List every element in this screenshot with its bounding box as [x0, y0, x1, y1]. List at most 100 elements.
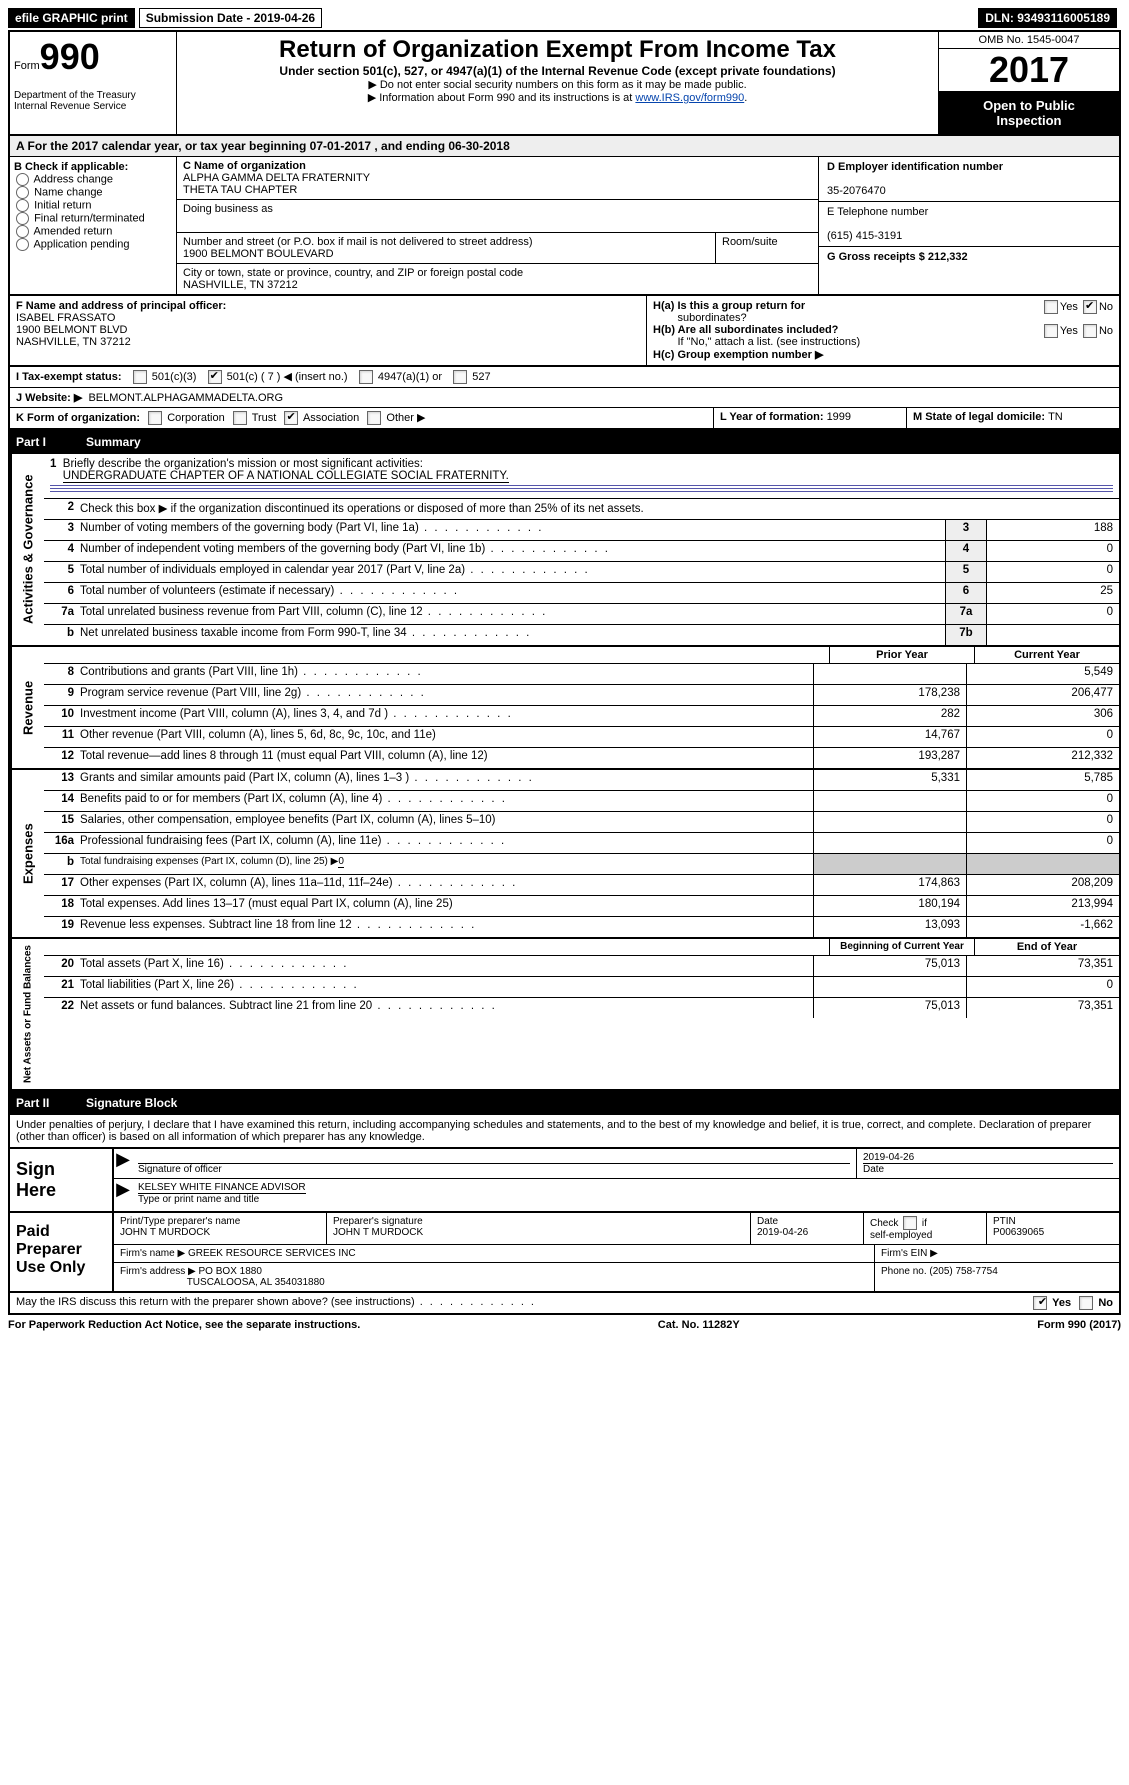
l9-curr: 206,477 — [966, 685, 1119, 705]
na-vlabel: Net Assets or Fund Balances — [10, 939, 44, 1089]
form-subtitle: Under section 501(c), 527, or 4947(a)(1)… — [185, 64, 930, 78]
l16b-curr — [966, 854, 1119, 874]
net-assets-section: Net Assets or Fund Balances Beginning of… — [8, 939, 1121, 1091]
ha-yes-checkbox[interactable] — [1044, 300, 1058, 314]
l15-curr: 0 — [966, 812, 1119, 832]
i-527-checkbox[interactable] — [453, 370, 467, 384]
l12-prior: 193,287 — [813, 748, 966, 768]
preparer-sig: JOHN T MURDOCK — [333, 1227, 423, 1238]
begin-year-header: Beginning of Current Year — [829, 939, 974, 955]
tax-year: 2017 — [939, 49, 1119, 92]
dept-treasury: Department of the Treasury — [14, 90, 172, 101]
self-employed-checkbox[interactable] — [903, 1216, 917, 1230]
k-other-checkbox[interactable] — [367, 411, 381, 425]
irs: Internal Revenue Service — [14, 101, 172, 112]
firm-addr1: PO BOX 1880 — [199, 1266, 262, 1277]
form-header: Form990 Department of the Treasury Inter… — [8, 32, 1121, 136]
i-501c3-checkbox[interactable] — [133, 370, 147, 384]
mission-text: UNDERGRADUATE CHAPTER OF A NATIONAL COLL… — [63, 470, 509, 483]
activities-governance: Activities & Governance 1 Briefly descri… — [8, 454, 1121, 647]
hb-no-checkbox[interactable] — [1083, 324, 1097, 338]
firm-addr2: TUSCALOOSA, AL 354031880 — [187, 1277, 325, 1288]
l15-prior — [813, 812, 966, 832]
dln: DLN: 93493116005189 — [978, 8, 1117, 28]
l1-desc: Briefly describe the organization's miss… — [63, 458, 423, 470]
section-f: F Name and address of principal officer:… — [10, 296, 647, 365]
line-i: I Tax-exempt status: 501(c)(3) 501(c) ( … — [8, 367, 1121, 388]
l11-curr: 0 — [966, 727, 1119, 747]
l9-prior: 178,238 — [813, 685, 966, 705]
sign-here-label: SignHere — [10, 1149, 114, 1211]
current-year-header: Current Year — [974, 647, 1119, 663]
l21-begin — [813, 977, 966, 997]
addr-label: Number and street (or P.O. box if mail i… — [183, 236, 533, 248]
end-year-header: End of Year — [974, 939, 1119, 955]
ein-label: D Employer identification number — [827, 161, 1003, 173]
officer-print-name: KELSEY WHITE FINANCE ADVISOR — [138, 1182, 306, 1194]
hb-yes-checkbox[interactable] — [1044, 324, 1058, 338]
print-name-label: Type or print name and title — [138, 1194, 259, 1205]
efile-tag: efile GRAPHIC print — [8, 8, 135, 28]
sign-date: 2019-04-26 — [863, 1152, 914, 1163]
name-change-radio[interactable] — [16, 186, 29, 199]
firm-name: GREEK RESOURCE SERVICES INC — [188, 1248, 356, 1259]
expenses-section: Expenses 13Grants and similar amounts pa… — [8, 770, 1121, 939]
l19-curr: -1,662 — [966, 917, 1119, 937]
l10-prior: 282 — [813, 706, 966, 726]
l16a-prior — [813, 833, 966, 853]
org-name-2: THETA TAU CHAPTER — [183, 184, 297, 196]
officer-addr2: NASHVILLE, TN 37212 — [16, 336, 131, 348]
sig-officer-label: Signature of officer — [138, 1163, 850, 1175]
l5-val: 0 — [987, 562, 1119, 582]
ha-no-checkbox[interactable] — [1083, 300, 1097, 314]
topbar: efile GRAPHIC print Submission Date - 20… — [8, 8, 1121, 32]
l7b-val — [987, 625, 1119, 645]
l19-prior: 13,093 — [813, 917, 966, 937]
initial-return-radio[interactable] — [16, 199, 29, 212]
street-address: 1900 BELMONT BOULEVARD — [183, 248, 334, 260]
officer-h-block: F Name and address of principal officer:… — [8, 296, 1121, 367]
k-assoc-checkbox[interactable] — [284, 411, 298, 425]
l17-prior: 174,863 — [813, 875, 966, 895]
preparer-name: JOHN T MURDOCK — [120, 1227, 210, 1238]
l3-val: 188 — [987, 520, 1119, 540]
addr-change-radio[interactable] — [16, 173, 29, 186]
tel-label: E Telephone number — [827, 206, 928, 218]
discuss-no-checkbox[interactable] — [1079, 1296, 1093, 1310]
form-ref: Form 990 (2017) — [1037, 1319, 1121, 1331]
l4-val: 0 — [987, 541, 1119, 561]
paid-preparer-label: PaidPreparerUse Only — [10, 1213, 114, 1291]
l14-curr: 0 — [966, 791, 1119, 811]
l22-end: 73,351 — [966, 998, 1119, 1018]
telephone: (615) 415-3191 — [827, 230, 902, 242]
gov-vlabel: Activities & Governance — [10, 454, 44, 645]
line-a: A For the 2017 calendar year, or tax yea… — [8, 136, 1121, 157]
l18-prior: 180,194 — [813, 896, 966, 916]
i-501c-checkbox[interactable] — [208, 370, 222, 384]
section-b: B Check if applicable: Address change Na… — [10, 157, 177, 294]
i-4947-checkbox[interactable] — [359, 370, 373, 384]
discuss-yes-checkbox[interactable] — [1033, 1296, 1047, 1310]
rev-vlabel: Revenue — [10, 647, 44, 768]
footer: For Paperwork Reduction Act Notice, see … — [8, 1315, 1121, 1331]
l6-val: 25 — [987, 583, 1119, 603]
final-return-radio[interactable] — [16, 212, 29, 225]
form-label: Form — [14, 60, 40, 72]
l18-curr: 213,994 — [966, 896, 1119, 916]
l7a-val: 0 — [987, 604, 1119, 624]
irs-link[interactable]: www.IRS.gov/form990 — [635, 92, 744, 104]
date-label: Date — [863, 1163, 1113, 1175]
application-pending-radio[interactable] — [16, 238, 29, 251]
city-label: City or town, state or province, country… — [183, 267, 523, 279]
k-corp-checkbox[interactable] — [148, 411, 162, 425]
sign-here-block: SignHere ▶ Signature of officer 2019-04-… — [8, 1149, 1121, 1213]
city-state-zip: NASHVILLE, TN 37212 — [183, 279, 298, 291]
ha-label: H(a) Is this a group return for — [653, 300, 805, 312]
declaration-text: Under penalties of perjury, I declare th… — [8, 1115, 1121, 1149]
amended-return-radio[interactable] — [16, 225, 29, 238]
officer-addr1: 1900 BELMONT BLVD — [16, 324, 127, 336]
dba-label: Doing business as — [183, 203, 273, 215]
k-trust-checkbox[interactable] — [233, 411, 247, 425]
firm-ein-label: Firm's EIN ▶ — [881, 1248, 938, 1259]
f-label: F Name and address of principal officer: — [16, 300, 226, 312]
